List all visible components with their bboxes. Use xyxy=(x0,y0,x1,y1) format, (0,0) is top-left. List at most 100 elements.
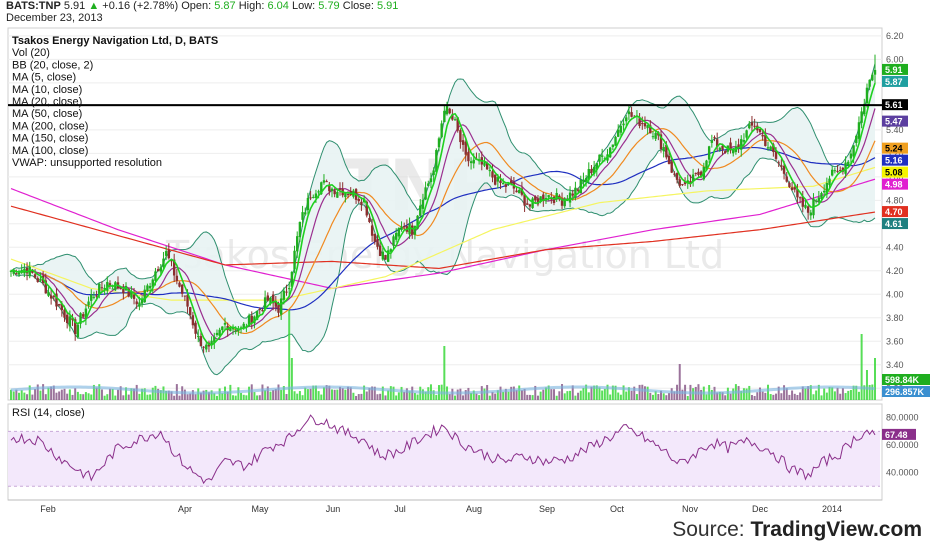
candle-body xyxy=(9,270,13,272)
volume-bar xyxy=(138,393,141,400)
volume-bar xyxy=(52,385,55,400)
candle-body xyxy=(172,259,176,276)
candle-body xyxy=(790,187,794,191)
volume-bar xyxy=(587,392,590,400)
candle-body xyxy=(419,205,422,216)
volume-bar xyxy=(384,395,387,400)
volume-bar xyxy=(365,391,368,400)
volume-bar xyxy=(614,385,617,400)
volume-bar xyxy=(721,392,724,400)
volume-bar xyxy=(100,389,103,400)
volume-bar xyxy=(405,388,408,400)
volume-bar xyxy=(831,387,834,400)
rsi-tick-label: 40.0000 xyxy=(886,468,919,478)
volume-bar xyxy=(491,391,494,400)
volume-bar xyxy=(566,391,569,400)
volume-bar xyxy=(215,395,218,400)
candle-body xyxy=(860,111,863,123)
x-tick-label: Jun xyxy=(326,504,341,514)
volume-bar xyxy=(868,384,871,400)
volume-bar xyxy=(673,391,676,400)
candle-body xyxy=(63,309,66,318)
volume-bar xyxy=(601,390,604,400)
price-badge-label: 5.24 xyxy=(885,144,903,154)
legend-item: MA (100, close) xyxy=(12,145,88,157)
volume-bar xyxy=(561,384,564,400)
ma100-line xyxy=(10,166,876,301)
candle-body xyxy=(108,283,112,286)
candle-body xyxy=(464,141,467,155)
candle-body xyxy=(742,140,746,142)
candle-body xyxy=(766,147,770,149)
volume-bar xyxy=(499,386,502,400)
candle-body xyxy=(427,183,430,186)
candle-body xyxy=(39,278,42,281)
volume-bar xyxy=(23,392,26,400)
candle-body xyxy=(638,118,641,126)
price-badge-bg xyxy=(882,99,908,111)
volume-bar xyxy=(635,394,638,400)
candle-body xyxy=(774,150,778,159)
volume-bar xyxy=(823,388,826,400)
candle-body xyxy=(365,201,368,216)
volume-bar xyxy=(523,388,526,400)
price-badge: 4.70 xyxy=(882,206,908,218)
volume-bar xyxy=(66,393,69,400)
volume-bar xyxy=(839,393,842,400)
candle-body xyxy=(156,269,160,272)
volume-bar xyxy=(863,385,866,400)
volume-bar xyxy=(234,395,237,400)
candle-body xyxy=(871,74,874,81)
candle-body xyxy=(649,125,652,134)
volume-bar xyxy=(125,387,128,400)
candle-body xyxy=(140,299,144,304)
candle-body xyxy=(844,162,847,174)
low-label: Low: xyxy=(291,0,316,12)
candle-body xyxy=(130,291,133,298)
candle-body xyxy=(510,180,513,185)
candle-body xyxy=(691,174,695,182)
candle-body xyxy=(499,180,502,184)
volume-bar xyxy=(783,385,786,400)
volume-bar xyxy=(108,388,111,400)
header-date: December 23, 2013 xyxy=(6,12,103,24)
candle-body xyxy=(180,284,184,294)
x-tick-label: Sep xyxy=(539,504,555,514)
candle-body xyxy=(213,336,216,343)
volume-bar xyxy=(167,390,170,400)
volume-bar xyxy=(90,394,93,400)
volume-bar xyxy=(191,390,194,400)
candle-body xyxy=(132,294,136,299)
high-value: 6.04 xyxy=(267,0,289,12)
candle-body xyxy=(839,169,842,171)
volume-bar xyxy=(510,386,513,400)
candle-body xyxy=(403,226,406,228)
volume-bar xyxy=(488,395,491,400)
candle-body xyxy=(282,290,286,300)
candle-body xyxy=(197,336,200,338)
volume-bar xyxy=(857,391,860,400)
candle-body xyxy=(643,123,647,127)
candle-body xyxy=(373,234,376,242)
candle-body xyxy=(205,344,208,350)
price-badge-bg xyxy=(882,142,908,154)
bollinger-fill xyxy=(11,63,875,375)
candle-body xyxy=(247,315,251,327)
candle-body xyxy=(65,314,69,324)
volume-bar xyxy=(716,392,719,400)
rsi-badge-bg xyxy=(882,428,916,440)
candle-body xyxy=(574,187,577,198)
candle-body xyxy=(539,196,542,203)
volume-bar xyxy=(807,386,810,400)
candle-body xyxy=(710,140,714,143)
volume-bar xyxy=(804,388,807,400)
candle-body xyxy=(218,329,221,336)
price-tick-label: 5.40 xyxy=(886,125,904,135)
candle-body xyxy=(822,190,826,193)
candle-body xyxy=(317,191,320,193)
candle-body xyxy=(748,124,751,129)
volume-bar xyxy=(553,389,556,400)
volume-bar xyxy=(724,395,727,400)
ma5-line xyxy=(10,82,876,346)
